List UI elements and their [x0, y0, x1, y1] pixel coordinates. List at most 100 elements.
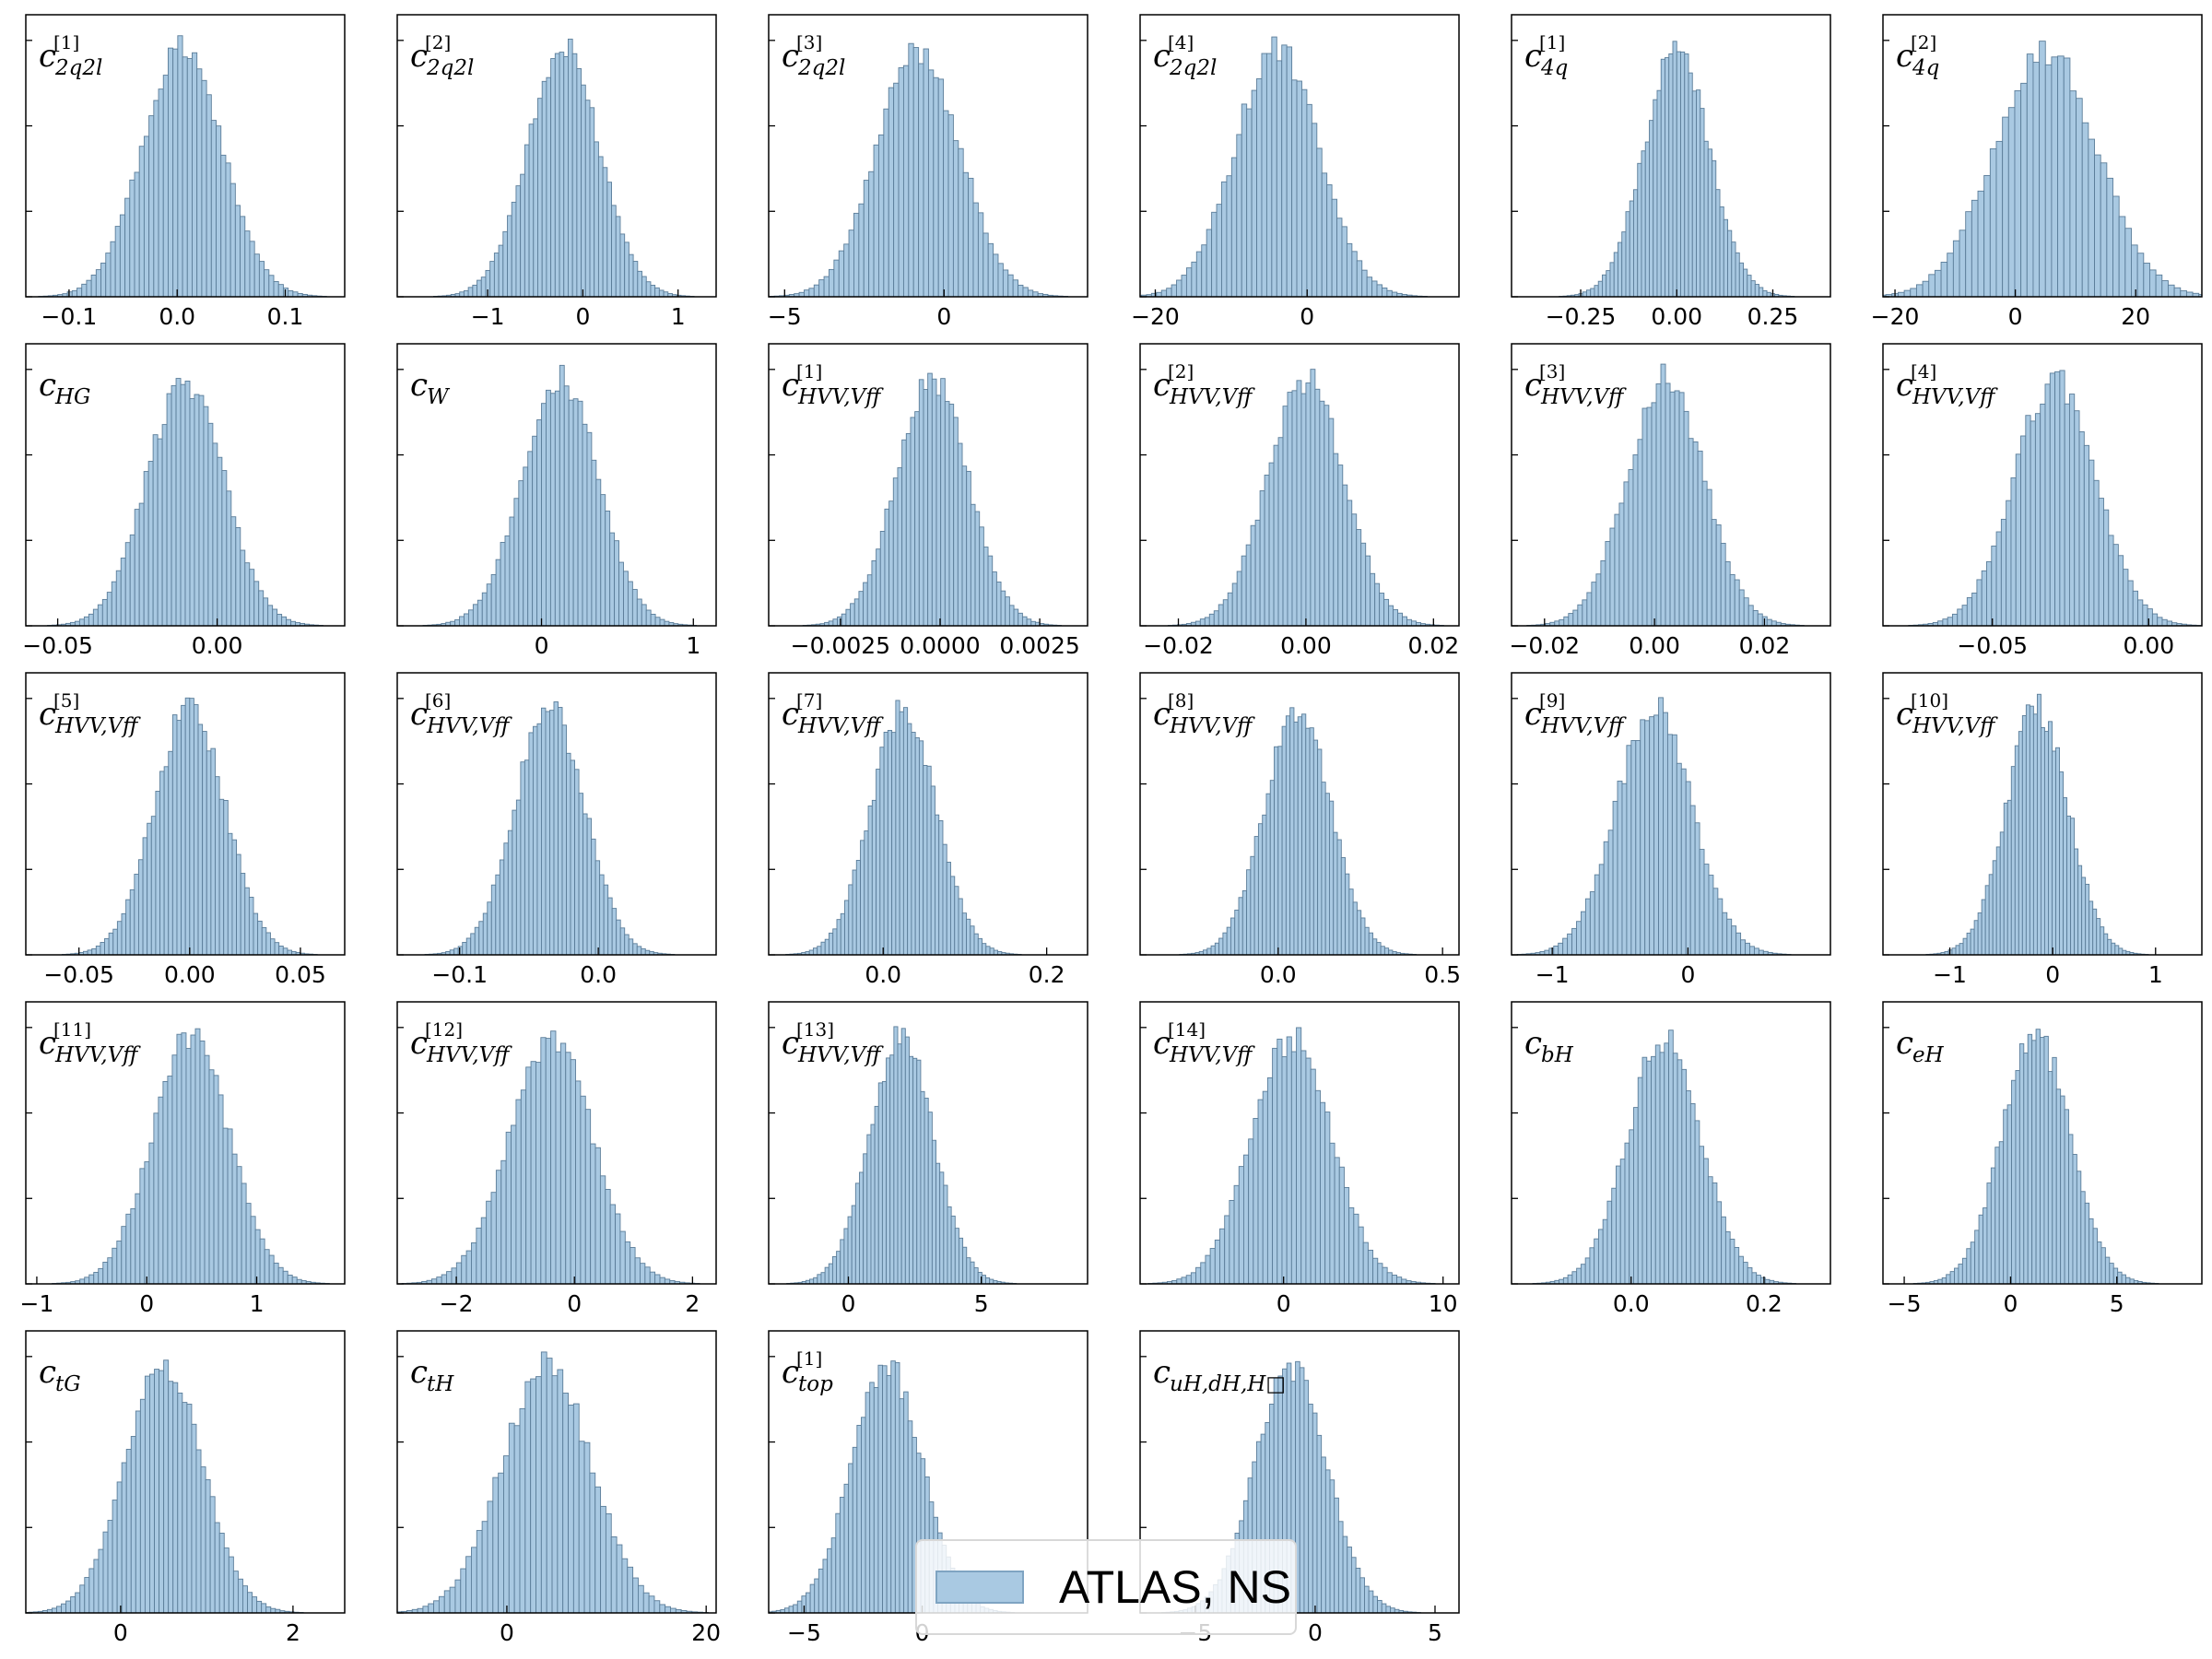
axes-frame	[396, 14, 717, 298]
histogram-bar	[1181, 275, 1187, 297]
histogram-bar	[658, 289, 665, 297]
histogram-bar	[259, 1238, 265, 1284]
panel-label-base: c	[410, 38, 428, 75]
histogram-bar	[2161, 280, 2169, 297]
histogram-bar	[830, 1537, 837, 1613]
histogram-bar	[1669, 391, 1676, 626]
histogram-bar	[615, 216, 621, 297]
histogram-bar	[137, 859, 144, 955]
histogram-bar	[559, 1042, 567, 1284]
panel-5: −0.25 0.00 0.25 c4q [1]	[1511, 14, 1831, 330]
histogram-bar	[155, 791, 160, 955]
histogram-bar	[1282, 406, 1288, 626]
histogram-bar	[580, 1095, 586, 1284]
histogram-bar	[149, 1373, 155, 1613]
histogram-bar	[923, 389, 929, 626]
panel-label-subscript: HVV,Vff	[797, 385, 884, 409]
histogram-bar	[1314, 388, 1321, 626]
x-tick-label: −0.02	[1143, 632, 1214, 659]
histogram-bar	[465, 1556, 472, 1613]
histogram-bar	[2044, 383, 2051, 626]
histogram-bar	[877, 134, 885, 297]
histogram-bar	[1336, 839, 1342, 955]
histogram-bar	[632, 943, 638, 955]
histogram-bar	[796, 1600, 803, 1613]
histogram-bar	[1721, 1216, 1726, 1284]
histogram-bar	[1277, 437, 1284, 626]
histogram-bar	[2002, 116, 2009, 297]
histogram-bar	[268, 275, 275, 297]
histogram-bar	[594, 1486, 602, 1613]
axes-frame	[1511, 14, 1831, 298]
histogram-bar	[504, 535, 511, 626]
histogram-bar	[545, 1038, 552, 1284]
histogram-bar	[250, 1216, 256, 1284]
x-tick-label: 0.0000	[900, 632, 980, 659]
histogram-bar	[589, 1472, 596, 1613]
histogram-bar	[911, 732, 916, 955]
histogram-bar	[2092, 908, 2098, 955]
histogram-bar	[2088, 138, 2095, 297]
histogram-bar	[56, 1606, 62, 1613]
histogram-bar	[204, 1054, 210, 1284]
histogram-bar	[1959, 229, 1967, 297]
histogram-bar	[1317, 748, 1323, 955]
histogram-bar	[650, 284, 656, 297]
histogram-bar	[1700, 108, 1705, 297]
histogram-bar	[508, 1422, 515, 1613]
histogram-bar	[841, 613, 847, 626]
histogram-bar	[1396, 1277, 1403, 1284]
histogram-bar	[1707, 148, 1712, 297]
x-tick-label: 1	[250, 1290, 265, 1317]
histogram-bar	[172, 1382, 179, 1613]
histogram-bar	[201, 79, 207, 297]
histogram-bars	[1516, 697, 1792, 955]
panel-label-subscript: 4q	[1540, 56, 1568, 80]
histogram-bar	[600, 494, 606, 626]
histogram-bar	[962, 171, 970, 297]
histogram-bar	[1353, 1213, 1359, 1284]
histogram-bar	[1618, 241, 1623, 297]
panel-label-base: c	[1153, 367, 1171, 404]
histogram-bar	[985, 946, 991, 955]
histogram-bar	[1750, 280, 1756, 297]
histogram-bar	[1299, 1367, 1305, 1613]
histogram-bar	[199, 1040, 206, 1284]
histogram-bar	[2025, 704, 2030, 955]
histogram-bar	[1273, 444, 1279, 626]
panel-25: 0 2 ctG	[25, 1330, 346, 1646]
histogram-bar	[1347, 1547, 1352, 1613]
histogram-bar	[1958, 1264, 1963, 1284]
histogram-bar	[2003, 1109, 2008, 1284]
histogram-bar	[1716, 1201, 1723, 1284]
histogram-bar	[1747, 605, 1754, 626]
histogram-bar	[1655, 383, 1662, 626]
histogram-bar	[2020, 435, 2027, 626]
histogram-bar	[1380, 946, 1385, 955]
x-tick-label: −5	[1888, 1290, 1922, 1317]
histogram-bar	[2078, 431, 2085, 626]
histogram-bar	[197, 724, 204, 955]
histogram-bar	[1329, 800, 1335, 955]
histogram-bar	[1250, 855, 1255, 955]
histogram-bar	[1253, 1118, 1259, 1284]
panel-label-base: c	[1153, 1025, 1171, 1062]
histogram-bar	[2112, 544, 2119, 626]
histogram-bar	[1568, 613, 1574, 626]
x-tick-label: 0.00	[2123, 632, 2174, 659]
histogram-bar	[823, 276, 830, 297]
histogram-bars	[1147, 1027, 1436, 1284]
histogram-bar	[277, 1266, 284, 1284]
histogram-bar	[595, 478, 602, 626]
histogram-bar	[1277, 746, 1283, 955]
histogram-bar	[1734, 579, 1740, 626]
histogram-bar	[159, 771, 165, 955]
histogram-bar	[545, 711, 550, 955]
histogram-bar	[2097, 1241, 2102, 1284]
histogram-bar	[1336, 218, 1343, 297]
histogram-bar	[244, 562, 251, 626]
histogram-bar	[1264, 475, 1270, 626]
histogram-bar	[2121, 1274, 2126, 1284]
histogram-bar	[532, 435, 538, 626]
